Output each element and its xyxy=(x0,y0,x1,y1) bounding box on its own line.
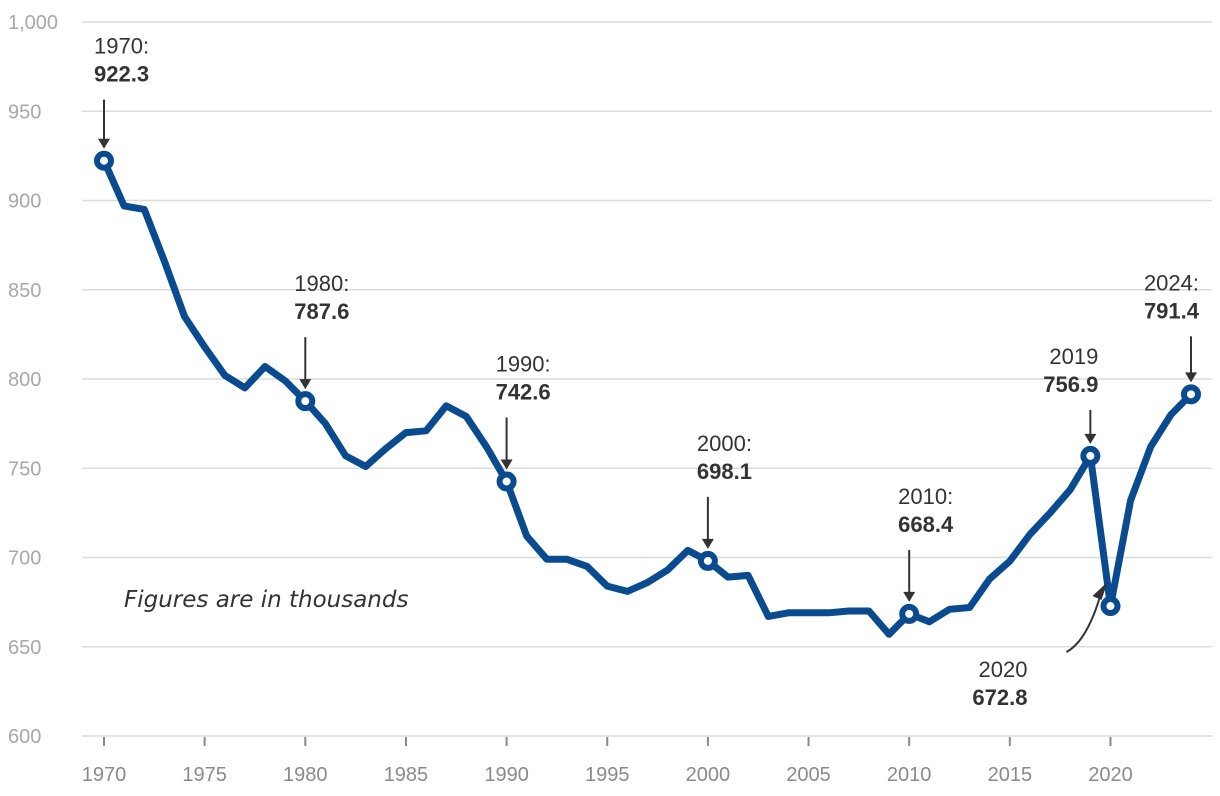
y-tick-label: 900 xyxy=(8,191,41,213)
gridlines xyxy=(82,21,1212,737)
x-tick-label: 2020 xyxy=(1088,764,1133,786)
y-tick-label: 750 xyxy=(8,458,41,480)
annotation-year: 2000: xyxy=(697,431,752,456)
annotation-year: 2024: xyxy=(1144,270,1199,295)
series xyxy=(100,157,1195,638)
annotations: 1970: 922.3 1980: 787.6 1990: 742.6 2000: 698.1… xyxy=(94,34,1201,710)
x-tick-label: 2005 xyxy=(786,764,831,786)
x-tick-label: 1985 xyxy=(384,764,429,786)
annotation-1980: 1980: 787.6 xyxy=(294,271,349,412)
annotation-year: 1990: xyxy=(496,351,551,376)
annotation-value: 756.9 xyxy=(1043,372,1098,397)
x-tick-label: 2000 xyxy=(686,764,731,786)
annotation-value: 668.4 xyxy=(898,512,954,537)
annotation-1990: 1990: 742.6 xyxy=(496,351,551,492)
data-point-marker xyxy=(1100,596,1121,617)
annotation-1970: 1970: 922.3 xyxy=(94,34,149,171)
arrow-head xyxy=(1185,372,1197,383)
data-point-marker xyxy=(697,550,718,571)
annotation-year: 2020 xyxy=(979,657,1028,682)
arrow-head xyxy=(500,459,513,470)
annotation-value: 698.1 xyxy=(697,459,752,484)
y-tick-label: 600 xyxy=(8,726,41,748)
arrow-head xyxy=(701,538,714,549)
x-axis: 1970 1975 1980 1985 1990 1995 2000 2005 2010 2015… xyxy=(82,737,1133,786)
arrow-head xyxy=(1084,433,1097,444)
annotation-value: 672.8 xyxy=(972,685,1027,710)
units-note: Figures are in thousands xyxy=(124,587,408,613)
y-tick-label: 850 xyxy=(8,280,41,302)
x-tick-label: 1970 xyxy=(82,764,127,786)
annotation-2020: 2020 672.8 xyxy=(972,582,1121,710)
y-axis: 600 650 700 750 800 850 900 950 1,000 xyxy=(8,12,58,748)
arrow-head xyxy=(1092,582,1108,601)
annotation-value: 742.6 xyxy=(496,379,551,404)
x-tick-label: 1980 xyxy=(283,764,328,786)
annotation-value: 922.3 xyxy=(94,62,149,87)
data-point-marker xyxy=(1080,445,1101,466)
annotation-year: 1980: xyxy=(294,271,349,296)
y-tick-label: 800 xyxy=(8,369,41,391)
x-tick-label: 1990 xyxy=(484,764,529,786)
series-line xyxy=(100,157,1195,638)
annotation-2000: 2000: 698.1 xyxy=(697,431,752,571)
x-tick-label: 2015 xyxy=(988,764,1033,786)
arrow-head xyxy=(98,138,110,149)
y-tick-label: 1,000 xyxy=(8,12,58,34)
annotation-2024: 2024: 791.4 xyxy=(1144,270,1201,405)
data-point-marker xyxy=(94,150,114,171)
annotation-year: 1970: xyxy=(94,34,149,59)
annotation-year: 2019 xyxy=(1049,344,1098,369)
data-point-marker xyxy=(1181,384,1201,405)
arrow-head xyxy=(903,591,916,602)
annotation-2010: 2010: 668.4 xyxy=(898,484,954,624)
annotation-value: 787.6 xyxy=(294,299,349,324)
y-tick-label: 950 xyxy=(8,101,41,123)
y-tick-label: 650 xyxy=(8,637,41,659)
y-tick-label: 700 xyxy=(8,548,41,570)
x-tick-label: 1995 xyxy=(585,764,630,786)
annotation-2019: 2019 756.9 xyxy=(1043,344,1101,466)
annotation-value: 791.4 xyxy=(1144,298,1200,323)
data-point-marker xyxy=(899,603,920,624)
arrow-head xyxy=(299,379,312,390)
x-tick-label: 1975 xyxy=(182,764,227,786)
data-point-marker xyxy=(295,391,316,412)
x-tick-label: 2010 xyxy=(887,764,932,786)
data-point-marker xyxy=(496,471,517,492)
annotation-year: 2010: xyxy=(898,484,953,509)
